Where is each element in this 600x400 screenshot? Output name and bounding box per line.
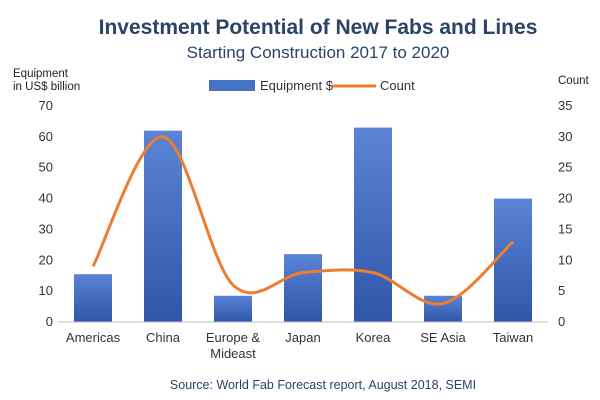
right-axis-ticks: 0 5 10 15 20 25 30 35 bbox=[558, 98, 572, 329]
left-tick-label: 10 bbox=[39, 283, 53, 298]
left-tick-label: 70 bbox=[39, 98, 53, 113]
left-axis-label-line-2: in US$ billion bbox=[13, 81, 80, 93]
category-label: SE Asia bbox=[420, 330, 466, 345]
legend: Equipment $ Count bbox=[209, 78, 415, 93]
bar-taiwan bbox=[494, 198, 532, 322]
bar-korea bbox=[354, 127, 392, 322]
right-tick-label: 15 bbox=[558, 221, 572, 236]
category-label: Europe & Mideast bbox=[206, 330, 261, 361]
left-tick-label: 50 bbox=[39, 160, 53, 175]
chart-subtitle: Starting Construction 2017 to 2020 bbox=[187, 43, 450, 62]
right-tick-label: 10 bbox=[558, 252, 572, 267]
legend-label-equipment: Equipment $ bbox=[260, 78, 334, 93]
category-label: Americas bbox=[66, 330, 121, 345]
category-label: Japan bbox=[285, 330, 320, 345]
left-axis-label-line-1: Equipment bbox=[13, 68, 69, 80]
right-axis-label: Count bbox=[558, 75, 589, 87]
bar-japan bbox=[284, 254, 322, 322]
category-label: China bbox=[146, 330, 181, 345]
left-tick-label: 0 bbox=[46, 314, 53, 329]
chart-title: Investment Potential of New Fabs and Lin… bbox=[99, 16, 538, 39]
category-label: Taiwan bbox=[493, 330, 533, 345]
right-tick-label: 25 bbox=[558, 160, 572, 175]
right-tick-label: 5 bbox=[558, 283, 565, 298]
right-tick-label: 20 bbox=[558, 191, 572, 206]
bar-americas bbox=[74, 274, 112, 322]
right-tick-label: 30 bbox=[558, 129, 572, 144]
left-tick-label: 60 bbox=[39, 129, 53, 144]
legend-label-count: Count bbox=[380, 78, 415, 93]
right-tick-label: 35 bbox=[558, 98, 572, 113]
category-label: Korea bbox=[356, 330, 391, 345]
left-tick-label: 40 bbox=[39, 191, 53, 206]
bar-series bbox=[74, 127, 532, 322]
right-tick-label: 0 bbox=[558, 314, 565, 329]
bar-europe-mideast bbox=[214, 295, 252, 322]
category-labels: Americas China Europe & Mideast Japan Korea SE… bbox=[66, 330, 533, 361]
source-note: Source: World Fab Forecast report, Augus… bbox=[170, 378, 476, 392]
bar-china bbox=[144, 130, 182, 322]
legend-swatch-equipment bbox=[209, 80, 255, 91]
left-axis-ticks: 0 10 20 30 40 50 60 70 bbox=[39, 98, 53, 329]
left-tick-label: 30 bbox=[39, 221, 53, 236]
count-series-points bbox=[92, 136, 514, 304]
left-tick-label: 20 bbox=[39, 252, 53, 267]
bar-se-asia bbox=[424, 295, 462, 322]
